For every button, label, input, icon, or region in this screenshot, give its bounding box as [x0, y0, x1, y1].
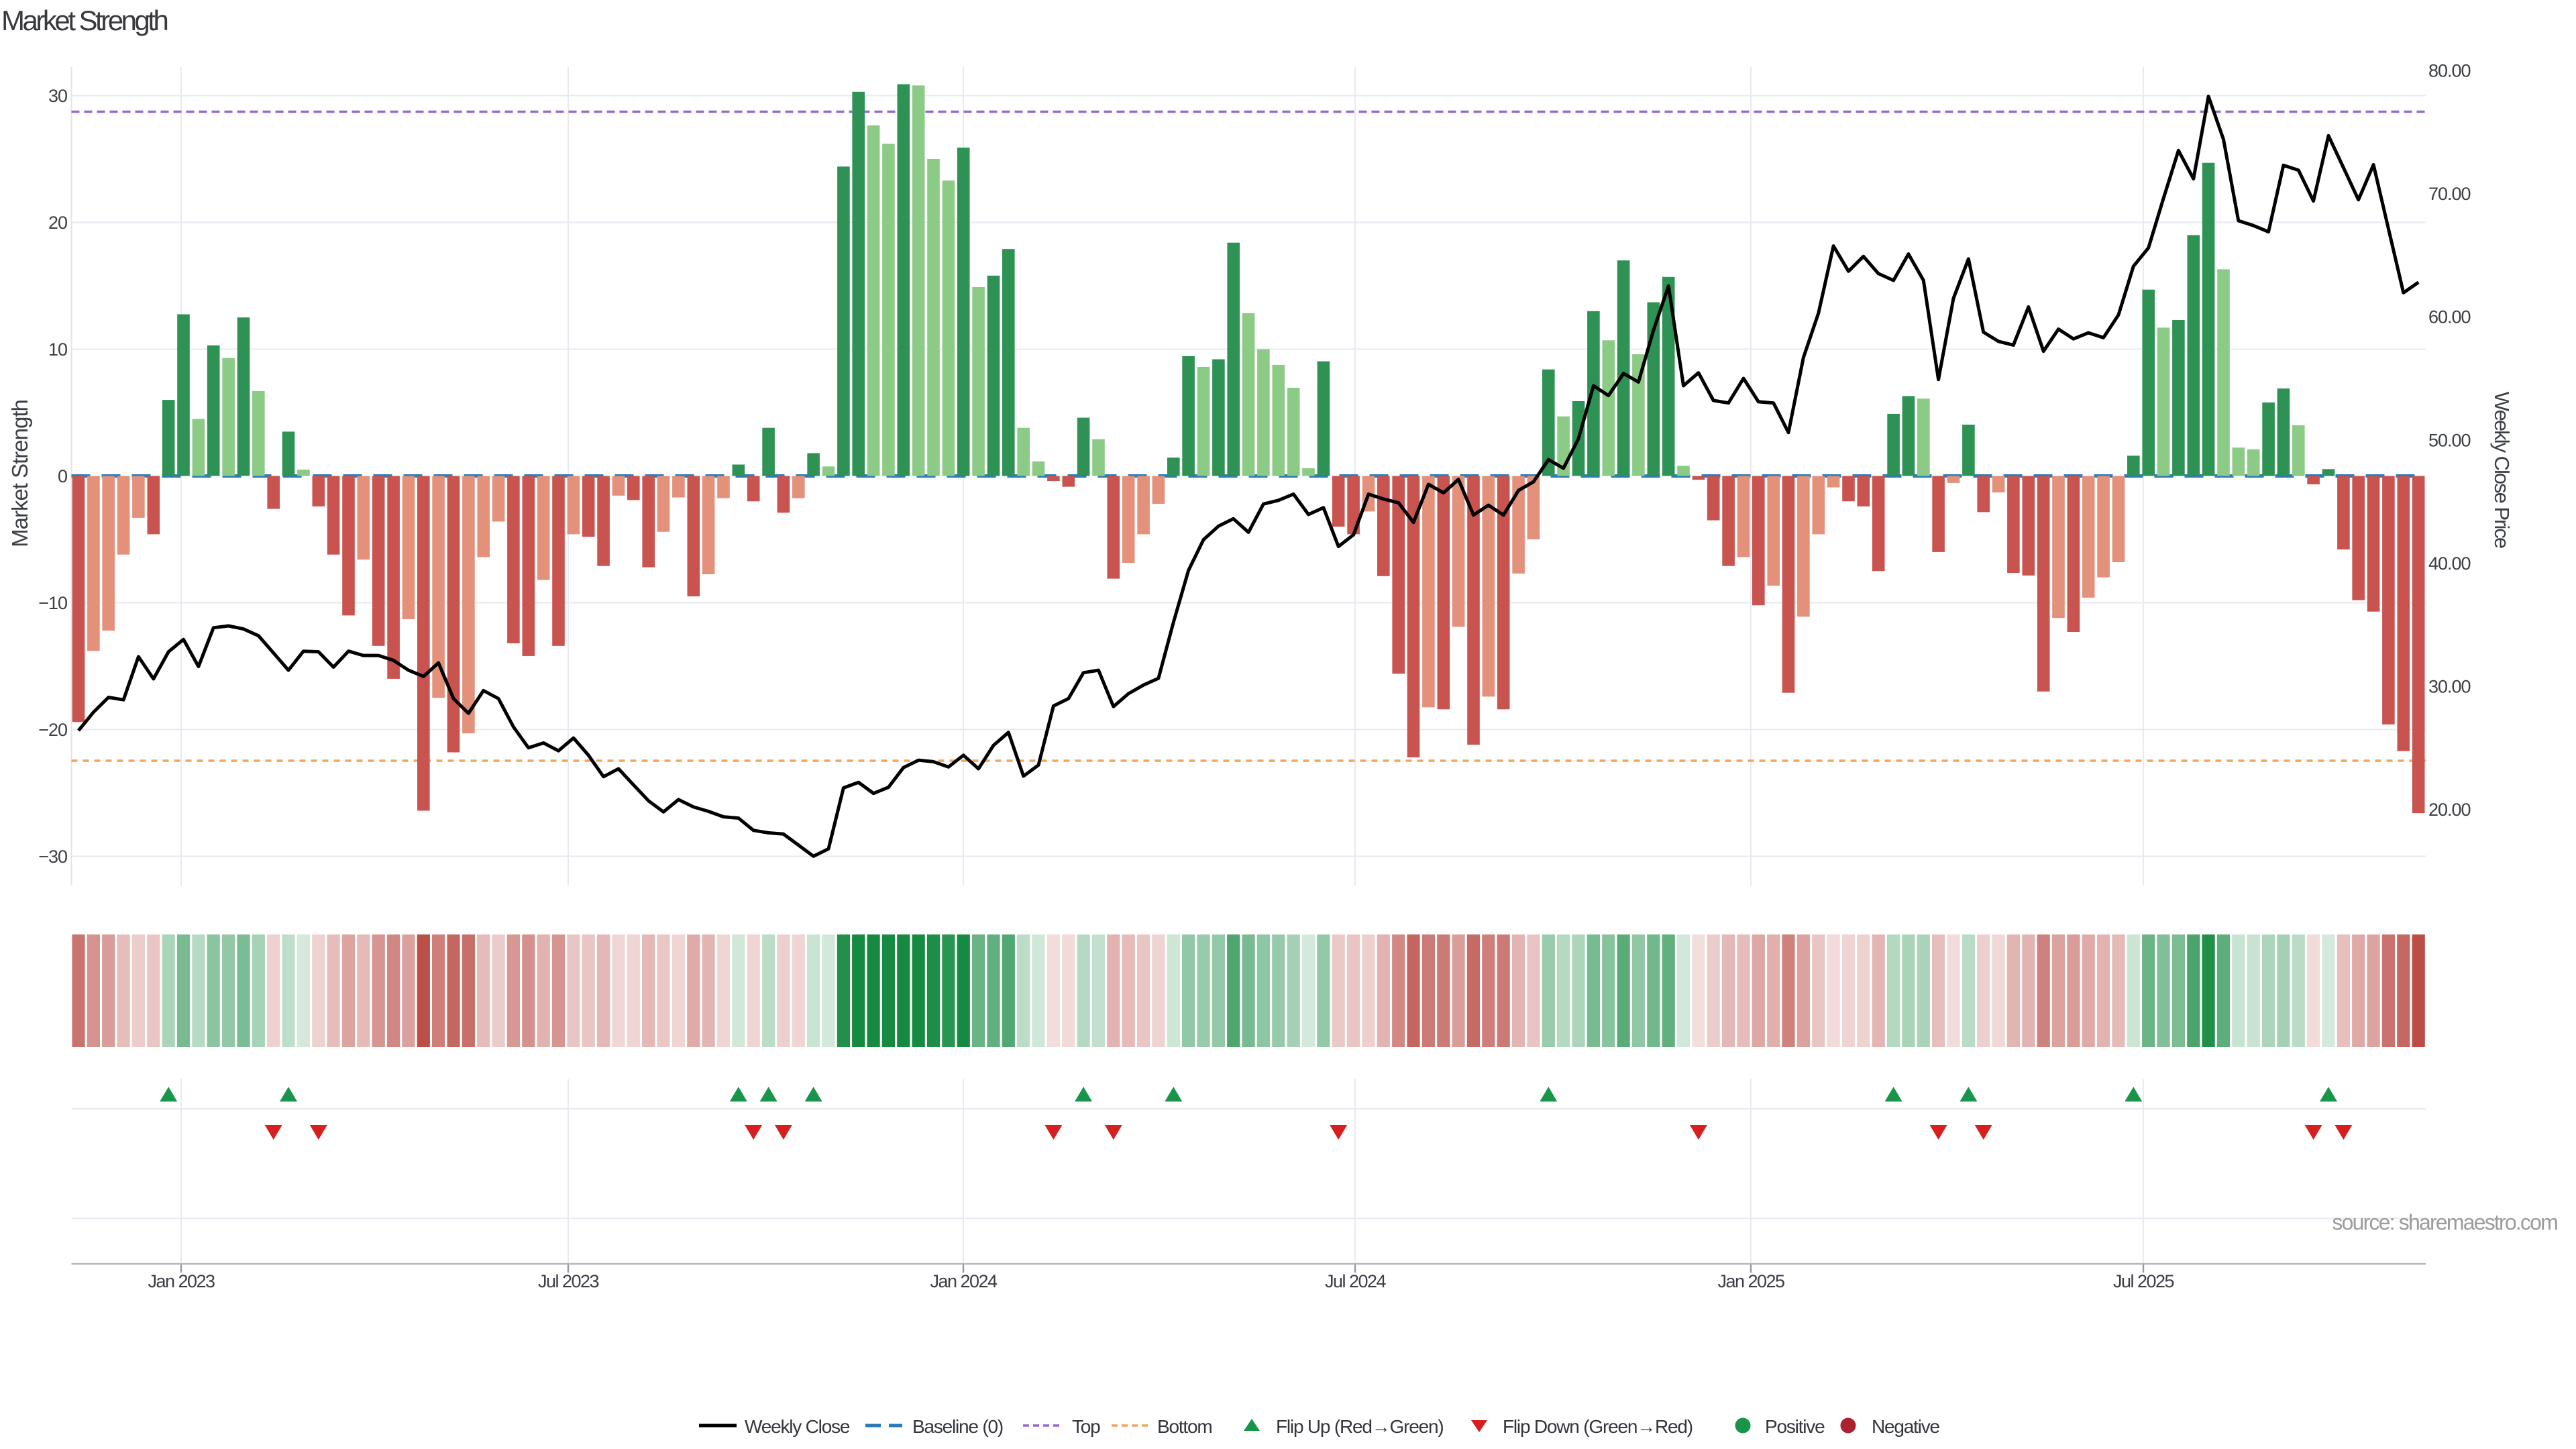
- svg-text:Bottom: Bottom: [1157, 1416, 1212, 1437]
- svg-text:30.00: 30.00: [2428, 677, 2471, 697]
- svg-text:Market Strength: Market Strength: [1, 5, 167, 36]
- svg-text:Flip Up (Red→Green): Flip Up (Red→Green): [1276, 1416, 1444, 1437]
- svg-text:−10: −10: [38, 593, 67, 613]
- svg-text:Negative: Negative: [1872, 1416, 1940, 1437]
- svg-text:20.00: 20.00: [2428, 800, 2471, 820]
- svg-text:source: sharemaestro.com: source: sharemaestro.com: [2332, 1210, 2557, 1234]
- svg-text:Jan 2025: Jan 2025: [1717, 1271, 1784, 1291]
- svg-text:Jan 2024: Jan 2024: [930, 1271, 998, 1291]
- svg-text:Jul 2024: Jul 2024: [1325, 1271, 1387, 1291]
- svg-text:Jul 2023: Jul 2023: [538, 1271, 599, 1291]
- svg-text:Jul 2025: Jul 2025: [2113, 1271, 2174, 1291]
- svg-text:Top: Top: [1072, 1416, 1100, 1437]
- svg-text:40.00: 40.00: [2428, 553, 2471, 574]
- svg-text:10: 10: [48, 339, 67, 360]
- svg-text:0: 0: [58, 466, 67, 486]
- svg-text:−20: −20: [38, 720, 67, 740]
- svg-text:Jan 2023: Jan 2023: [148, 1271, 215, 1291]
- svg-text:Positive: Positive: [1765, 1416, 1825, 1437]
- svg-text:Market Strength: Market Strength: [7, 400, 32, 547]
- svg-text:30: 30: [48, 86, 67, 106]
- svg-text:20: 20: [48, 213, 67, 233]
- svg-text:50.00: 50.00: [2428, 430, 2471, 450]
- svg-text:Weekly Close Price: Weekly Close Price: [2490, 392, 2514, 548]
- svg-text:Flip Down (Green→Red): Flip Down (Green→Red): [1503, 1416, 1693, 1437]
- svg-text:Weekly Close: Weekly Close: [745, 1416, 850, 1437]
- svg-text:−30: −30: [38, 847, 67, 867]
- svg-text:80.00: 80.00: [2428, 61, 2471, 81]
- svg-text:70.00: 70.00: [2428, 184, 2471, 204]
- svg-text:60.00: 60.00: [2428, 307, 2471, 327]
- svg-text:Baseline (0): Baseline (0): [912, 1416, 1003, 1437]
